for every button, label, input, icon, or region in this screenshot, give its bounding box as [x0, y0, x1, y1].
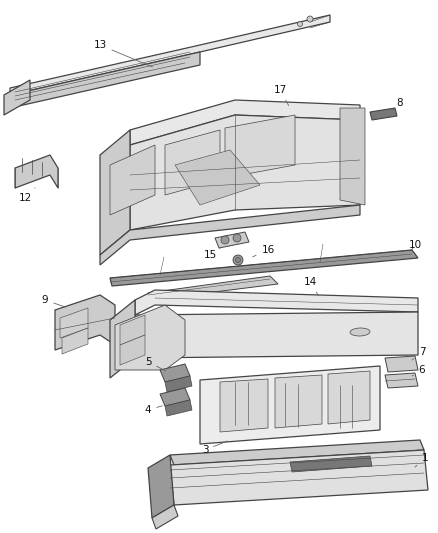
Polygon shape: [120, 315, 145, 345]
Polygon shape: [148, 455, 174, 518]
Text: 10: 10: [409, 240, 421, 250]
Polygon shape: [62, 328, 88, 354]
Polygon shape: [148, 276, 278, 300]
Polygon shape: [10, 52, 200, 108]
Polygon shape: [165, 130, 220, 195]
Text: 17: 17: [273, 85, 289, 106]
Polygon shape: [170, 440, 424, 465]
Polygon shape: [275, 375, 322, 428]
Polygon shape: [165, 400, 192, 416]
Polygon shape: [370, 108, 397, 120]
Polygon shape: [100, 130, 130, 255]
Circle shape: [233, 255, 243, 265]
Polygon shape: [215, 232, 249, 248]
Polygon shape: [110, 300, 135, 378]
Polygon shape: [385, 373, 418, 388]
Circle shape: [297, 21, 303, 27]
Polygon shape: [115, 305, 185, 370]
Polygon shape: [160, 364, 190, 382]
Polygon shape: [165, 376, 192, 392]
Polygon shape: [135, 312, 418, 358]
Polygon shape: [200, 366, 380, 444]
Polygon shape: [385, 356, 418, 372]
Polygon shape: [340, 108, 365, 205]
Text: 13: 13: [93, 40, 152, 67]
Polygon shape: [100, 205, 360, 265]
Polygon shape: [135, 290, 418, 315]
Polygon shape: [55, 295, 115, 350]
Text: 4: 4: [145, 405, 162, 415]
Polygon shape: [110, 250, 418, 286]
Polygon shape: [110, 145, 155, 215]
Text: 15: 15: [203, 248, 220, 260]
Text: 14: 14: [304, 277, 318, 296]
Polygon shape: [130, 115, 360, 230]
Text: 3: 3: [201, 441, 227, 455]
Polygon shape: [220, 379, 268, 432]
Text: 12: 12: [18, 188, 35, 203]
Ellipse shape: [350, 328, 370, 336]
Circle shape: [236, 257, 240, 262]
Polygon shape: [4, 80, 30, 115]
Polygon shape: [225, 115, 295, 178]
Circle shape: [221, 236, 229, 244]
Text: 6: 6: [412, 365, 425, 376]
Polygon shape: [10, 15, 330, 95]
Polygon shape: [160, 388, 190, 406]
Polygon shape: [170, 450, 428, 505]
Polygon shape: [328, 371, 370, 424]
Text: 7: 7: [412, 347, 425, 360]
Polygon shape: [152, 505, 178, 529]
Text: 5: 5: [145, 357, 166, 371]
Polygon shape: [130, 100, 360, 145]
Text: 1: 1: [415, 453, 428, 467]
Text: 9: 9: [42, 295, 65, 307]
Polygon shape: [15, 155, 58, 188]
Polygon shape: [290, 456, 372, 472]
Text: 16: 16: [253, 245, 275, 257]
Circle shape: [307, 16, 313, 22]
Polygon shape: [175, 150, 260, 205]
Text: 8: 8: [393, 98, 403, 110]
Circle shape: [233, 234, 241, 242]
Polygon shape: [120, 335, 145, 365]
Polygon shape: [60, 308, 88, 338]
